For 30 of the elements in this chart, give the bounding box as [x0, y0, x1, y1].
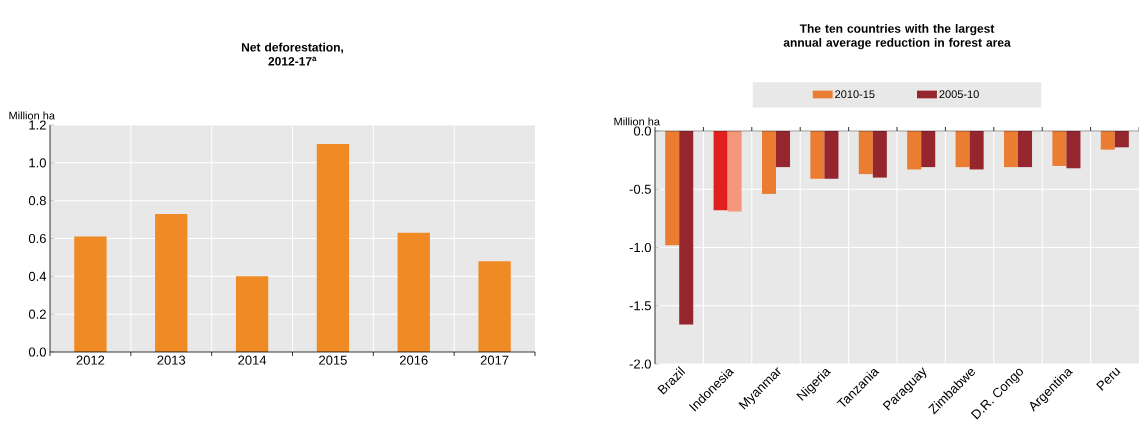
chart-title: The ten countries with the largest annual average reduction in forest area — [783, 24, 1011, 50]
y-axis-title: Million ha — [9, 111, 55, 120]
y-tick-label: 1.2 — [29, 120, 46, 130]
y-tick-label: -0.5 — [629, 184, 651, 194]
y-tick-label: 0.0 — [633, 126, 651, 136]
bar — [316, 143, 350, 352]
x-tick-label: 2015 — [319, 355, 347, 365]
bar — [155, 213, 188, 352]
y-tick-label: -2.0 — [629, 359, 651, 369]
y-tick-label: -1.0 — [629, 242, 651, 253]
x-tick-label: 2013 — [157, 355, 186, 365]
legend-label: 2005-10 — [939, 90, 979, 99]
y-tick-label: 1.0 — [29, 158, 46, 168]
y-tick-label: 0.2 — [28, 309, 46, 319]
y-tick-label: -1.5 — [629, 301, 651, 311]
bar — [478, 261, 511, 352]
y-tick-label: 0.0 — [28, 347, 46, 357]
legend-label: 2010-15 — [835, 90, 875, 99]
x-tick-label: 2012 — [76, 355, 105, 365]
x-tick-label: 2016 — [399, 355, 428, 365]
y-tick-label: 0.8 — [28, 196, 46, 206]
x-tick-label: 2014 — [238, 355, 267, 365]
bar — [235, 276, 269, 352]
y-tick-label: 0.4 — [28, 271, 47, 281]
bar — [74, 236, 107, 352]
x-tick-label: 2017 — [480, 355, 509, 365]
y-tick-label: 0.6 — [28, 233, 46, 244]
chart-title: Net deforestation, 2012-17$^{a}$ — [241, 42, 344, 66]
bar — [397, 232, 430, 352]
y-axis-title: Million ha — [614, 117, 660, 126]
